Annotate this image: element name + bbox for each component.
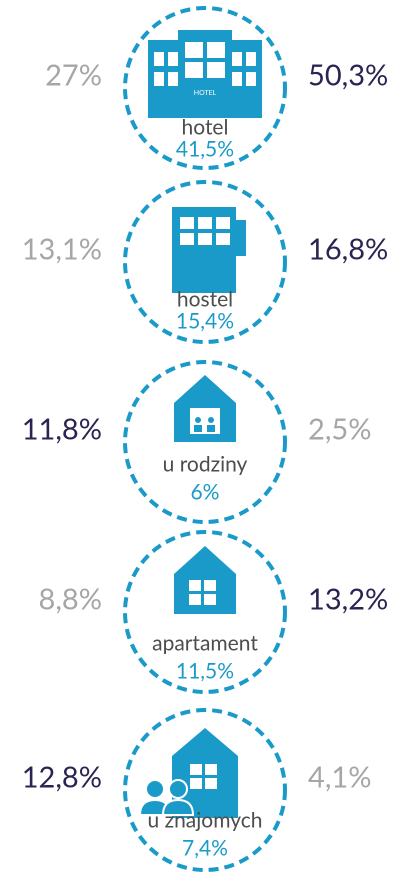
right-value: 13,2% bbox=[308, 581, 388, 616]
total-value: 15,4% bbox=[176, 308, 234, 333]
family-house-icon bbox=[174, 375, 236, 442]
total-value: 11,5% bbox=[176, 658, 234, 683]
friends-house-icon bbox=[138, 728, 238, 818]
dashed-circle bbox=[123, 708, 287, 872]
type-label: u znajomych bbox=[148, 807, 263, 832]
right-value: 2,5% bbox=[308, 411, 371, 446]
left-value: 12,8% bbox=[22, 759, 102, 794]
left-value: 13,1% bbox=[22, 231, 102, 266]
hotel-sign: HOTEL bbox=[194, 89, 217, 97]
left-value: 27% bbox=[45, 57, 102, 92]
left-value: 11,8% bbox=[22, 411, 102, 446]
dashed-circle bbox=[123, 360, 287, 524]
total-value: 7,4% bbox=[182, 835, 228, 860]
type-label: u rodziny bbox=[163, 451, 248, 476]
right-value: 50,3% bbox=[308, 57, 388, 92]
dashed-circle bbox=[123, 530, 287, 694]
apartment-icon bbox=[174, 546, 236, 614]
dashed-circle bbox=[123, 180, 287, 344]
left-value: 8,8% bbox=[39, 581, 102, 616]
right-value: 16,8% bbox=[308, 231, 388, 266]
total-value: 6% bbox=[190, 479, 219, 504]
total-value: 41,5% bbox=[176, 136, 234, 161]
right-value: 4,1% bbox=[308, 759, 371, 794]
type-label: apartament bbox=[152, 630, 258, 655]
hostel-icon bbox=[172, 207, 246, 293]
dashed-circle bbox=[123, 6, 287, 170]
hotel-icon: HOTEL bbox=[148, 30, 262, 118]
type-label: hotel bbox=[182, 114, 229, 139]
type-label: hostel bbox=[177, 286, 233, 311]
